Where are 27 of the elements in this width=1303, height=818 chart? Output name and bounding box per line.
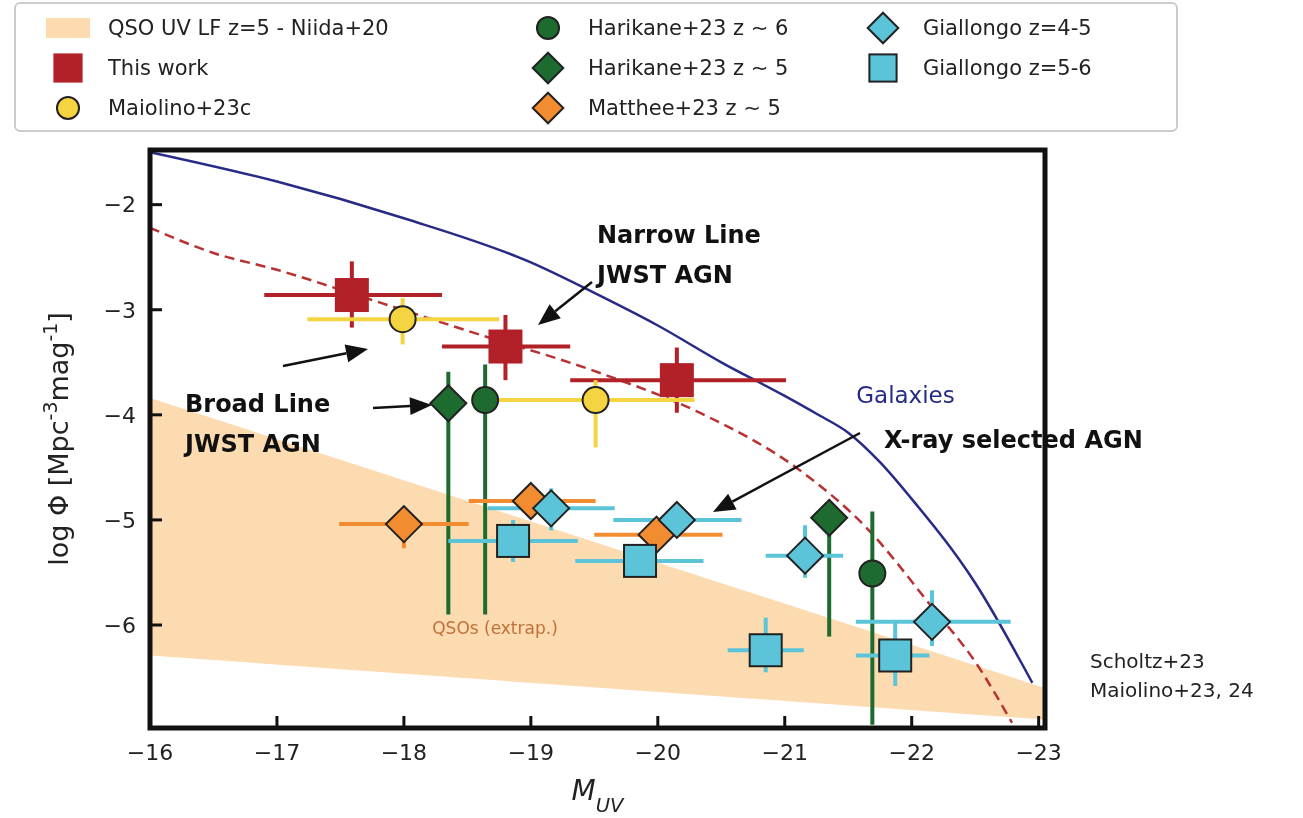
legend-label: Giallongo z=5-6 [923, 56, 1092, 80]
x-tick-label: −16 [126, 739, 174, 765]
x-tick-label: −19 [507, 739, 555, 765]
legend-label: This work [108, 56, 209, 80]
y-tick-label: −4 [103, 402, 136, 428]
text: Scholtz+23 Maiolino+23, 24 [1090, 649, 1254, 702]
x-tick-label: −21 [761, 739, 808, 765]
legend-label: Harikane+23 z ∼ 6 [588, 16, 789, 40]
legend-label: Matthee+23 z ∼ 5 [588, 96, 781, 120]
y-tick-label: −3 [103, 297, 136, 323]
legend-label: Maiolino+23c [108, 96, 252, 120]
annotation: Broad Line JWST AGN [183, 390, 331, 458]
x-axis-title: M$_{UV}$ [571, 774, 626, 817]
annotation: QSOs (extrap.) [432, 618, 558, 638]
x-tick-label: −20 [634, 739, 682, 765]
y-tick-label: −2 [103, 192, 136, 218]
x-tick-label: −17 [253, 739, 301, 765]
y-tick-label: −6 [103, 612, 136, 638]
legend-label: QSO UV LF z=5 - Niida+20 [108, 16, 389, 40]
legend-label: Harikane+23 z ∼ 5 [588, 56, 789, 80]
x-tick-label: −18 [380, 739, 428, 765]
series-label: Galaxies [856, 381, 955, 408]
x-tick-label: −22 [888, 739, 935, 765]
legend-label: Giallongo z=4-5 [923, 16, 1092, 40]
x-tick-label: −23 [1015, 739, 1062, 765]
annotation: Narrow Line JWST AGN [595, 221, 761, 289]
y-tick-label: −5 [103, 507, 136, 533]
